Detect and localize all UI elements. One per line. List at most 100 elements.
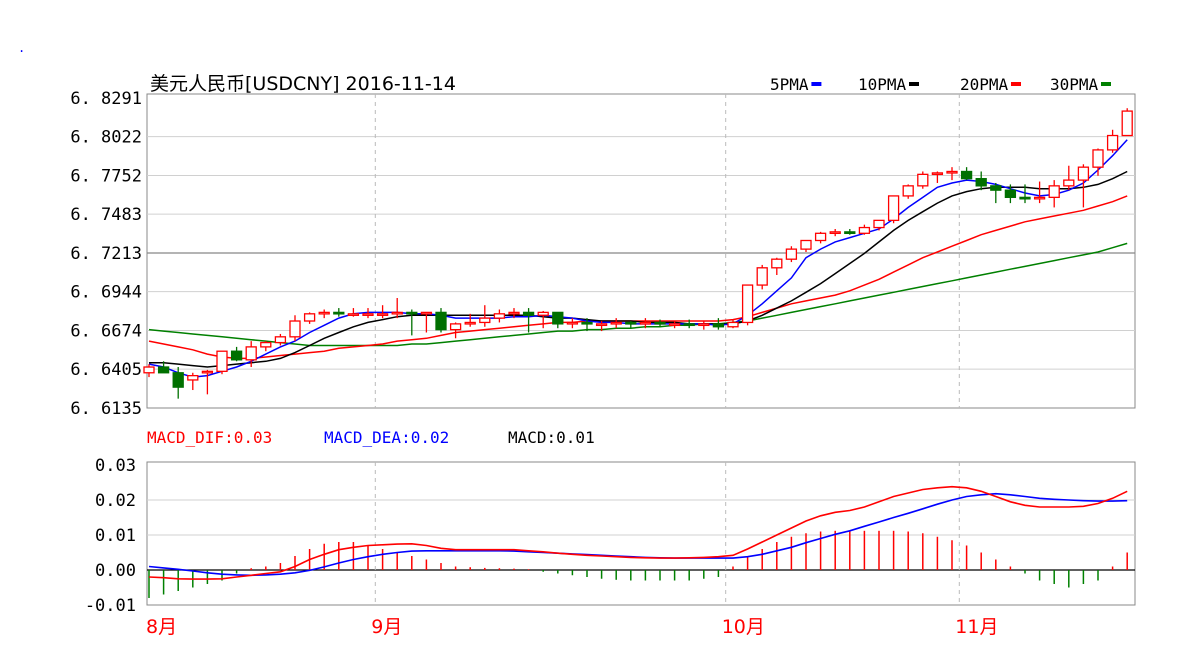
macd-panel: 0.03 0.02 0.01 0.00 -0.01 (85, 456, 1136, 616)
candle (610, 318, 622, 329)
candle-body (931, 172, 944, 176)
candle (654, 319, 666, 327)
candlesticks (143, 108, 1133, 399)
macd-dea-label: MACD_DEA:0.02 (324, 428, 449, 447)
candle (449, 322, 462, 339)
candle (172, 367, 184, 399)
legend: 5PMA 10PMA 20PMA 30PMA (770, 75, 1111, 94)
candle-body (625, 321, 637, 325)
candle-body (420, 311, 433, 315)
candle (376, 305, 389, 319)
candle (435, 308, 447, 333)
candle-body (537, 311, 549, 316)
candle-body (1004, 189, 1017, 199)
macd-tick-label: 0.00 (95, 561, 136, 581)
candle-body (230, 350, 243, 361)
candle-body (1063, 179, 1075, 187)
candle-body (668, 323, 681, 327)
candle (581, 318, 593, 332)
candle (829, 228, 841, 237)
candle (187, 372, 199, 391)
candle-body (785, 248, 798, 260)
ma30-line (148, 242, 1128, 347)
candle-body (902, 185, 914, 197)
candle-body (1033, 196, 1046, 200)
candle (274, 333, 287, 346)
candle (420, 311, 433, 333)
candle-body (157, 366, 170, 374)
price-tick-label: 6. 7483 (70, 205, 142, 225)
price-tick-label: 6. 7213 (70, 244, 142, 264)
candle-body (216, 350, 228, 372)
candle (1004, 184, 1017, 204)
candle (216, 350, 228, 375)
macd-dif-label: MACD_DIF:0.03 (147, 428, 272, 447)
candle (406, 309, 418, 336)
price-tick-label: 6. 8291 (70, 89, 142, 109)
candle (785, 246, 798, 263)
price-panel: 6. 8291 6. 8022 6. 7752 6. 7483 6. 7213 6. 69… (70, 89, 1136, 419)
candle (668, 321, 681, 329)
legend-30pma: 30PMA (1050, 75, 1099, 94)
candle-body (274, 336, 287, 344)
candle (508, 308, 520, 319)
candle-body (1106, 134, 1119, 151)
candle-body (479, 317, 491, 324)
ma5-line (148, 139, 1128, 378)
candle (1063, 165, 1075, 191)
candle-body (1019, 196, 1031, 200)
candle-body (493, 313, 506, 319)
candle-body (610, 321, 622, 325)
price-tick-label: 6. 6135 (70, 399, 142, 419)
candle (537, 310, 549, 329)
price-tick-label: 6. 7752 (70, 167, 142, 187)
candle (201, 369, 214, 395)
candle-body (435, 311, 447, 331)
candle-body (727, 321, 739, 328)
candle (756, 264, 768, 290)
candle (741, 284, 754, 326)
candle-body (873, 219, 885, 229)
candle-body (990, 185, 1002, 191)
candle (844, 228, 856, 235)
x-tick-label: 9月 (371, 616, 402, 638)
candle (245, 341, 257, 368)
legend-swatch (811, 82, 822, 86)
candle (303, 312, 316, 324)
candle-body (946, 170, 958, 174)
candle (479, 305, 491, 327)
candle (566, 318, 579, 329)
candle (1033, 181, 1046, 204)
candle (887, 195, 900, 224)
ma10-line (149, 170, 1128, 368)
candle (1077, 164, 1090, 208)
candle (858, 224, 871, 235)
candle-body (1048, 185, 1060, 199)
corner-dot: . (18, 41, 25, 55)
candle (975, 171, 987, 191)
candle (960, 167, 973, 181)
candle-body (522, 311, 535, 316)
legend-swatch (1011, 82, 1021, 86)
legend-10pma: 10PMA (858, 75, 907, 94)
candle-body (391, 311, 403, 315)
candle-body (1077, 166, 1090, 181)
candle (552, 311, 564, 329)
macd-tick-label: -0.01 (85, 596, 136, 616)
candle (595, 321, 608, 332)
candle-body (1121, 110, 1133, 137)
candle (873, 219, 885, 231)
macd-value-label: MACD:0.01 (508, 428, 595, 447)
candle-body (960, 170, 973, 180)
candle (157, 361, 170, 374)
x-tick-label: 10月 (722, 616, 765, 638)
candle (464, 313, 476, 327)
candle (800, 239, 812, 252)
candle-body (552, 311, 564, 325)
legend-5pma: 5PMA (770, 75, 809, 94)
macd-dif-line (148, 485, 1128, 580)
candle (260, 341, 272, 352)
candle (230, 346, 243, 362)
price-panel-frame (146, 93, 1136, 409)
